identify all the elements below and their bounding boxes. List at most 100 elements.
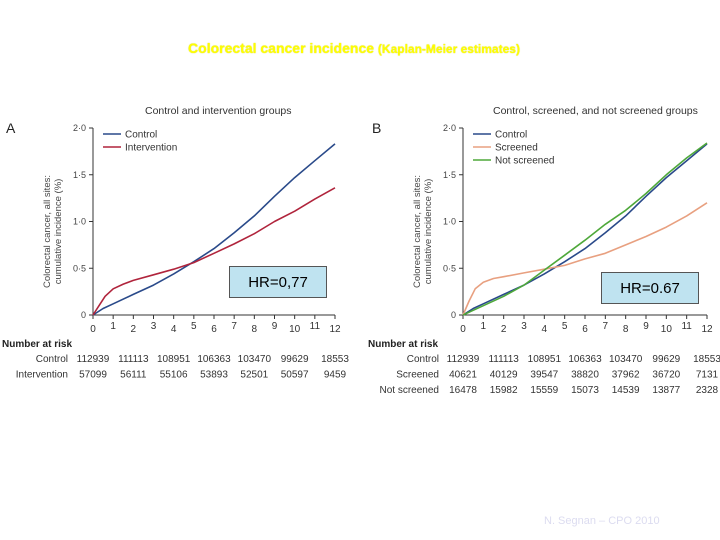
risk-value: 40621	[449, 370, 477, 381]
risk-value: 15982	[490, 385, 518, 396]
risk-value: 40129	[490, 370, 518, 381]
risk-value: 14539	[612, 385, 640, 396]
series-line-screened	[462, 202, 708, 316]
risk-row-label: Control	[407, 354, 439, 365]
y-axis-label-line: cumulative incidence (%)	[423, 179, 434, 285]
x-tick-label: 2	[131, 324, 137, 335]
risk-value: 39547	[530, 370, 558, 381]
x-tick-label: 7	[603, 321, 609, 332]
x-tick-label: 6	[211, 324, 217, 335]
legend-label: Control	[495, 130, 527, 141]
risk-value: 108951	[528, 354, 562, 365]
risk-value: 18553	[321, 354, 349, 365]
risk-value: 55106	[160, 370, 188, 381]
x-tick-label: 2	[501, 324, 507, 335]
footer-credit: N. Segnan – CPO 2010	[544, 515, 660, 527]
y-axis-label-line: Colorectal cancer, all sites:	[412, 175, 423, 288]
risk-value: 53893	[200, 370, 228, 381]
legend-label: Intervention	[125, 143, 177, 154]
legend-label: Screened	[495, 143, 538, 154]
x-tick-label: 0	[460, 324, 466, 335]
panel-background	[0, 98, 352, 403]
panel-label: A	[6, 120, 16, 136]
risk-value: 50597	[281, 370, 309, 381]
x-tick-label: 11	[681, 321, 692, 332]
series-line-control	[92, 143, 336, 316]
x-tick-label: 4	[542, 324, 548, 335]
risk-value: 56111	[120, 370, 147, 381]
risk-value: 13877	[652, 385, 680, 396]
risk-value: 108951	[157, 354, 191, 365]
slide-title-sub: (Kaplan-Meier estimates)	[377, 42, 520, 56]
risk-value: 57099	[79, 370, 107, 381]
y-tick-label: 0	[451, 310, 456, 320]
y-axis-label: Colorectal cancer, all sites:cumulative …	[412, 175, 434, 288]
number-at-risk-label: Number at risk	[2, 339, 72, 350]
y-tick-label: 2·0	[73, 123, 86, 133]
y-tick-label: 1·5	[443, 170, 456, 180]
risk-row-label: Not screened	[380, 385, 439, 396]
risk-value: 15559	[530, 385, 558, 396]
y-axis-label-line: cumulative incidence (%)	[53, 179, 64, 285]
x-tick-label: 8	[252, 324, 258, 335]
risk-value: 112939	[77, 354, 110, 365]
risk-value: 36720	[652, 370, 680, 381]
hazard-ratio-a: HR=0,77	[229, 266, 327, 298]
series-line-intervention	[92, 187, 336, 316]
x-tick-label: 0	[90, 324, 96, 335]
panel-background	[364, 98, 720, 403]
x-tick-label: 10	[289, 324, 301, 335]
risk-value: 15073	[571, 385, 599, 396]
risk-value: 106363	[197, 354, 231, 365]
panel-a: A Control and intervention groups 0 0·5 1·0 1…	[0, 98, 352, 403]
risk-row-label: Intervention	[16, 370, 68, 381]
risk-value: 9459	[324, 370, 347, 381]
risk-value: 111113	[118, 354, 149, 365]
slide-title: Colorectal cancer incidence (Kaplan-Meie…	[0, 40, 708, 56]
risk-value: 106363	[568, 354, 602, 365]
x-tick-label: 3	[151, 321, 157, 332]
risk-value: 103470	[609, 354, 643, 365]
y-tick-label: 1·0	[73, 217, 86, 227]
y-axis-label: Colorectal cancer, all sites:cumulative …	[42, 175, 64, 288]
risk-value: 18553	[693, 354, 720, 365]
risk-value: 111113	[488, 354, 519, 365]
risk-value: 16478	[449, 385, 477, 396]
panel-title: Control, screened, and not screened grou…	[493, 105, 698, 117]
hazard-ratio-b: HR=0.67	[601, 272, 699, 304]
x-tick-label: 3	[521, 321, 527, 332]
risk-value: 103470	[238, 354, 272, 365]
x-tick-label: 11	[310, 321, 321, 332]
x-tick-label: 5	[191, 321, 197, 332]
x-tick-label: 7	[231, 321, 237, 332]
risk-row-label: Control	[36, 354, 68, 365]
y-tick-label: 0·5	[73, 263, 86, 273]
y-tick-label: 0	[81, 310, 86, 320]
x-tick-label: 1	[110, 321, 116, 332]
x-tick-label: 4	[171, 324, 177, 335]
x-tick-label: 12	[701, 324, 713, 335]
risk-value: 99629	[281, 354, 309, 365]
y-axis-label-line: Colorectal cancer, all sites:	[42, 175, 53, 288]
x-tick-label: 8	[623, 324, 629, 335]
risk-value: 112939	[447, 354, 480, 365]
x-tick-label: 5	[562, 321, 568, 332]
series-line-control	[462, 143, 708, 316]
y-tick-label: 1·0	[443, 217, 456, 227]
x-tick-label: 6	[582, 324, 588, 335]
risk-value: 7131	[696, 370, 719, 381]
risk-value: 99629	[652, 354, 680, 365]
x-tick-label: 12	[329, 324, 341, 335]
legend-label: Not screened	[495, 156, 554, 167]
slide-title-main: Colorectal cancer incidence	[188, 40, 375, 56]
y-tick-label: 2·0	[443, 123, 456, 133]
panel-label: B	[372, 120, 381, 136]
number-at-risk-label: Number at risk	[368, 339, 438, 350]
risk-value: 2328	[696, 385, 719, 396]
x-tick-label: 9	[272, 321, 278, 332]
kaplan-meier-figure: A Control and intervention groups 0 0·5 1·0 1…	[0, 98, 720, 403]
risk-value: 52501	[240, 370, 268, 381]
risk-value: 37962	[612, 370, 640, 381]
legend-label: Control	[125, 130, 157, 141]
risk-value: 38820	[571, 370, 599, 381]
